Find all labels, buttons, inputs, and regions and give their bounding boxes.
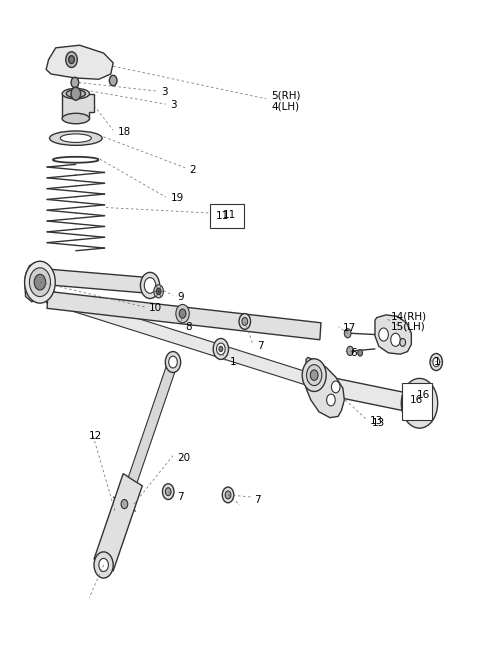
Circle shape xyxy=(219,346,223,352)
Text: 20: 20 xyxy=(177,453,190,462)
Circle shape xyxy=(144,277,156,293)
Circle shape xyxy=(99,558,108,571)
Text: 11: 11 xyxy=(216,211,229,221)
FancyBboxPatch shape xyxy=(210,203,244,228)
Text: 3: 3 xyxy=(170,100,177,110)
FancyBboxPatch shape xyxy=(402,383,432,420)
Circle shape xyxy=(326,394,335,406)
Text: 8: 8 xyxy=(185,321,192,332)
Polygon shape xyxy=(46,45,113,79)
Circle shape xyxy=(154,285,163,298)
Text: 11: 11 xyxy=(223,211,237,220)
Text: 6: 6 xyxy=(350,348,357,358)
Circle shape xyxy=(24,261,55,303)
Circle shape xyxy=(141,272,159,298)
Circle shape xyxy=(433,358,440,367)
Text: 15(LH): 15(LH) xyxy=(391,321,425,332)
Polygon shape xyxy=(47,269,149,293)
Text: 13: 13 xyxy=(372,418,385,428)
Ellipse shape xyxy=(49,131,102,146)
Circle shape xyxy=(358,350,362,356)
Text: 7: 7 xyxy=(254,495,261,504)
Circle shape xyxy=(307,365,322,386)
Text: 7: 7 xyxy=(177,492,183,502)
Text: 17: 17 xyxy=(343,323,356,333)
Circle shape xyxy=(302,359,326,392)
Text: 5(RH): 5(RH) xyxy=(271,91,300,100)
Circle shape xyxy=(239,314,251,329)
Circle shape xyxy=(156,288,161,295)
Circle shape xyxy=(29,268,50,297)
Circle shape xyxy=(216,343,225,355)
Text: 19: 19 xyxy=(170,194,184,203)
Circle shape xyxy=(34,274,46,290)
Text: 14(RH): 14(RH) xyxy=(391,311,427,321)
Circle shape xyxy=(66,52,77,68)
Circle shape xyxy=(242,318,248,325)
Polygon shape xyxy=(24,262,48,302)
Circle shape xyxy=(225,491,231,499)
Text: 1: 1 xyxy=(229,357,236,367)
Text: 4(LH): 4(LH) xyxy=(271,102,299,112)
Circle shape xyxy=(311,370,318,380)
Polygon shape xyxy=(306,358,344,418)
Circle shape xyxy=(347,346,353,356)
Circle shape xyxy=(168,356,177,368)
Text: 10: 10 xyxy=(149,303,162,314)
Text: 16: 16 xyxy=(410,395,423,405)
Circle shape xyxy=(379,328,388,341)
Ellipse shape xyxy=(66,90,85,98)
Circle shape xyxy=(94,552,113,578)
Text: 7: 7 xyxy=(257,341,264,352)
Polygon shape xyxy=(62,94,94,119)
Ellipse shape xyxy=(62,89,89,99)
Circle shape xyxy=(179,309,186,318)
Text: 9: 9 xyxy=(178,291,184,302)
Polygon shape xyxy=(375,315,411,354)
Polygon shape xyxy=(47,291,321,340)
Ellipse shape xyxy=(62,113,89,124)
Circle shape xyxy=(109,75,117,86)
Circle shape xyxy=(331,381,340,393)
Text: 2: 2 xyxy=(190,165,196,174)
Circle shape xyxy=(162,483,174,499)
Ellipse shape xyxy=(60,134,91,142)
Circle shape xyxy=(407,386,432,420)
Circle shape xyxy=(401,379,438,428)
Circle shape xyxy=(430,354,443,371)
Circle shape xyxy=(165,487,171,495)
Circle shape xyxy=(222,487,234,502)
Text: 13: 13 xyxy=(370,416,384,426)
Text: 3: 3 xyxy=(161,87,168,97)
Circle shape xyxy=(71,77,79,88)
Circle shape xyxy=(71,87,81,100)
Circle shape xyxy=(344,329,351,338)
Circle shape xyxy=(391,333,400,346)
Polygon shape xyxy=(94,474,142,571)
Text: 12: 12 xyxy=(89,431,103,441)
Polygon shape xyxy=(129,359,177,483)
Text: 1: 1 xyxy=(434,357,441,367)
Circle shape xyxy=(121,499,128,508)
Circle shape xyxy=(400,338,406,346)
Circle shape xyxy=(213,338,228,359)
Circle shape xyxy=(165,352,180,373)
Text: 18: 18 xyxy=(118,127,131,136)
Polygon shape xyxy=(47,290,318,388)
Polygon shape xyxy=(315,375,404,411)
Circle shape xyxy=(69,56,74,64)
Text: 16: 16 xyxy=(417,390,431,400)
Circle shape xyxy=(412,394,427,413)
Circle shape xyxy=(176,304,189,323)
